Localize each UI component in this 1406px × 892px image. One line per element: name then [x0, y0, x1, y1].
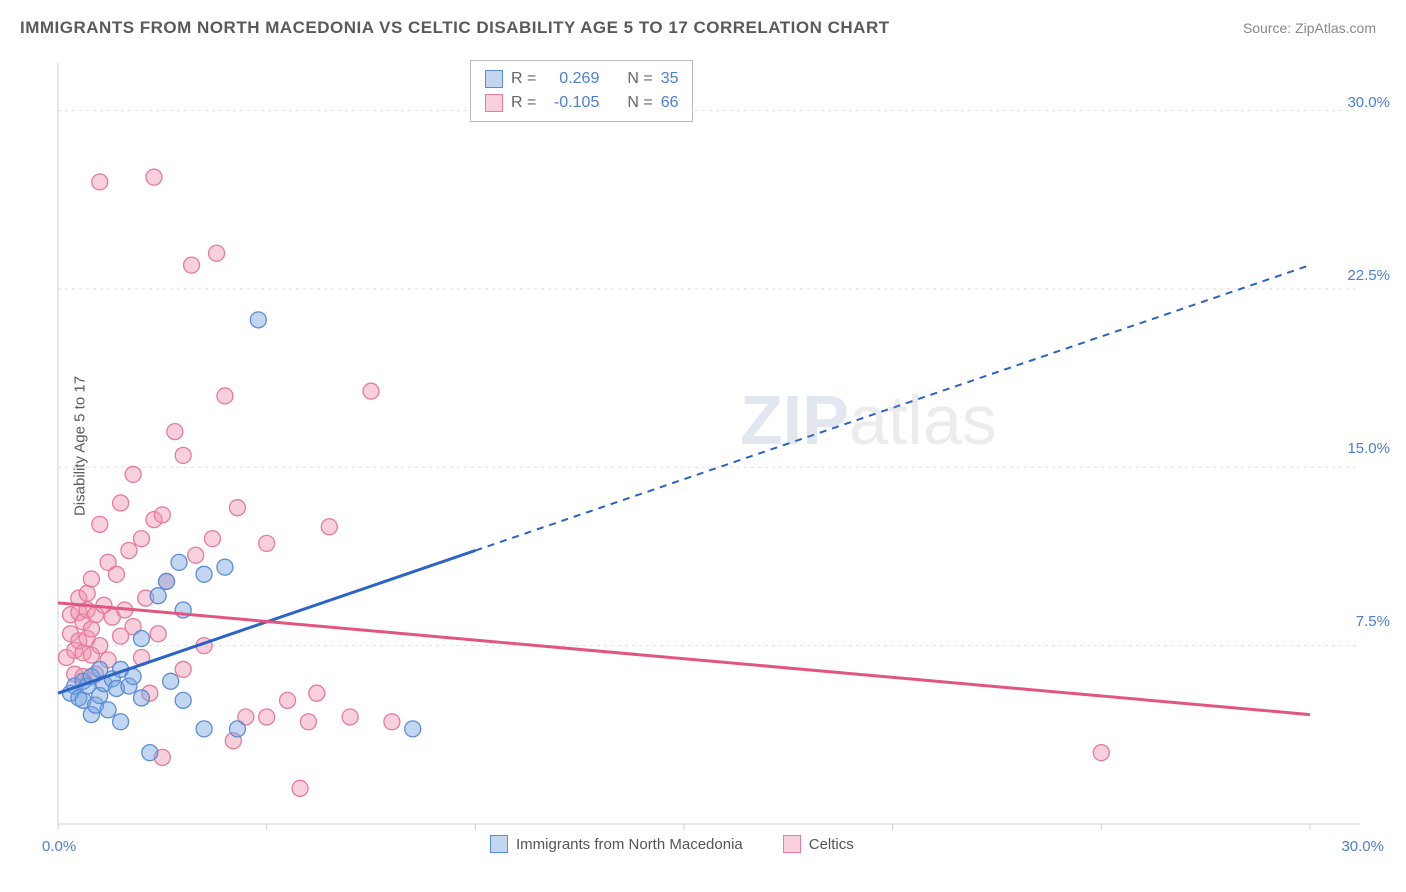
n-value-pink: 66: [661, 91, 679, 115]
legend-label-pink: Celtics: [809, 836, 854, 853]
x-tick-end: 30.0%: [1341, 838, 1384, 855]
r-label: R =: [511, 91, 536, 115]
n-value-blue: 35: [661, 67, 679, 91]
stats-row-blue: R = 0.269 N = 35: [485, 67, 678, 91]
y-tick-30: 30.0%: [1347, 94, 1390, 111]
swatch-pink-icon: [485, 94, 503, 112]
swatch-blue-icon: [485, 70, 503, 88]
x-tick-start: 0.0%: [42, 838, 76, 855]
stats-row-pink: R = -0.105 N = 66: [485, 91, 678, 115]
scatter-chart: [50, 55, 1370, 830]
watermark: ZIPatlas: [740, 380, 997, 460]
y-tick-22-5: 22.5%: [1347, 267, 1390, 284]
source-label: Source: ZipAtlas.com: [1243, 20, 1376, 36]
y-tick-7-5: 7.5%: [1356, 613, 1390, 630]
swatch-blue-icon: [490, 835, 508, 853]
chart-area: [50, 55, 1370, 830]
chart-title: IMMIGRANTS FROM NORTH MACEDONIA VS CELTI…: [20, 18, 890, 38]
stats-legend: R = 0.269 N = 35 R = -0.105 N = 66: [470, 60, 693, 122]
y-tick-15: 15.0%: [1347, 440, 1390, 457]
r-value-blue: 0.269: [544, 67, 599, 91]
r-value-pink: -0.105: [544, 91, 599, 115]
swatch-pink-icon: [783, 835, 801, 853]
legend-item-blue: Immigrants from North Macedonia: [490, 835, 743, 853]
n-label: N =: [627, 91, 652, 115]
legend-label-blue: Immigrants from North Macedonia: [516, 836, 743, 853]
bottom-legend: Immigrants from North Macedonia Celtics: [490, 835, 854, 853]
r-label: R =: [511, 67, 536, 91]
legend-item-pink: Celtics: [783, 835, 854, 853]
n-label: N =: [627, 67, 652, 91]
